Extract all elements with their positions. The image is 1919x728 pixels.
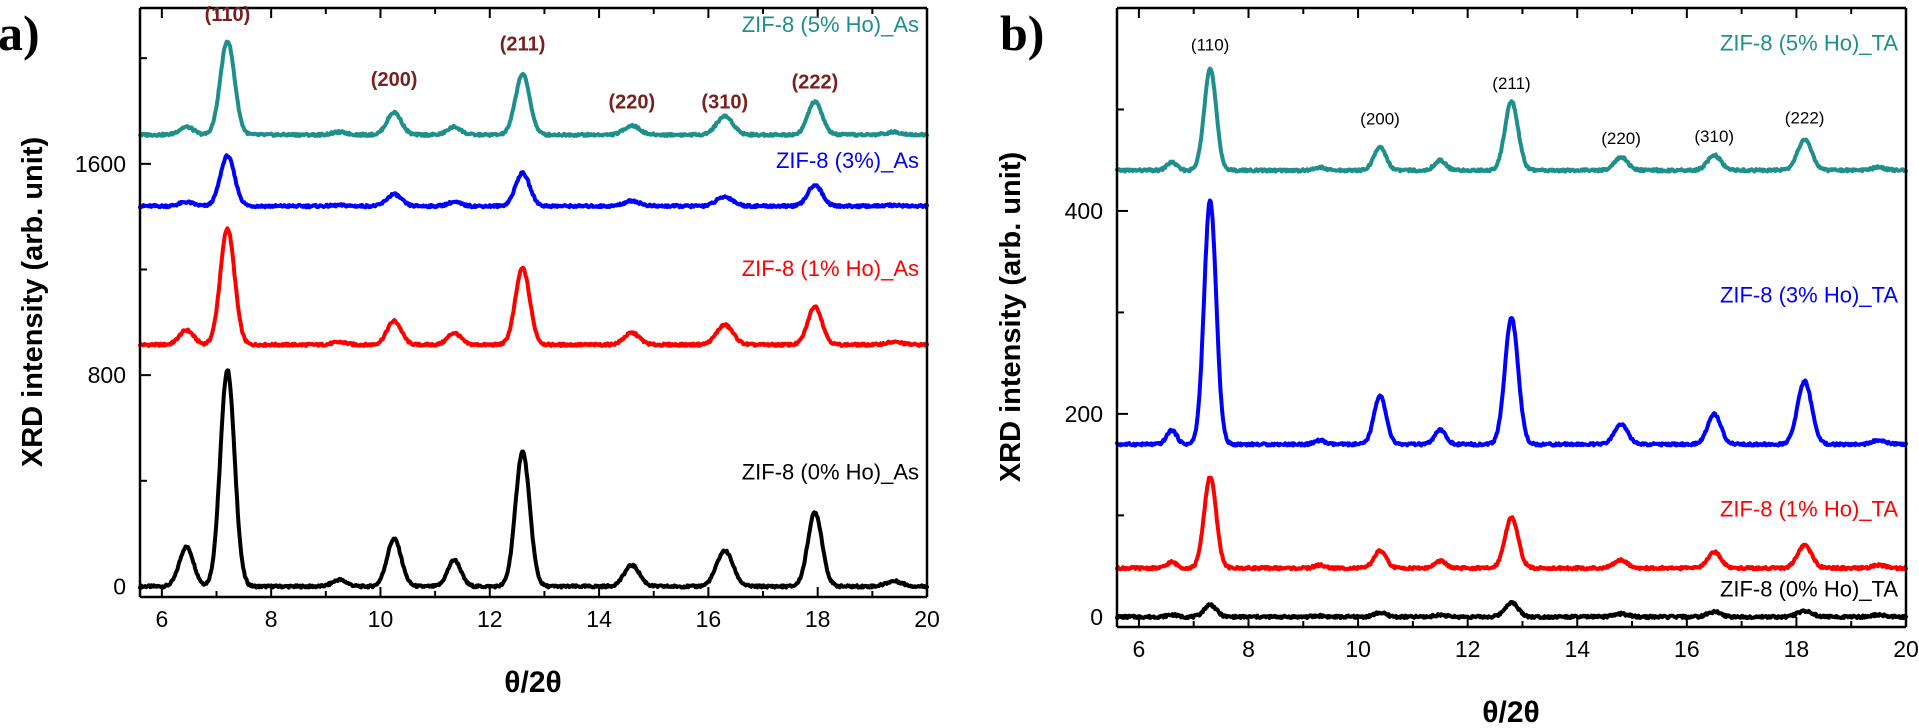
series-trace-4 [1115, 66, 1908, 174]
y-axis-title: XRD intensity (arb. unit) [17, 137, 49, 467]
y-tick-label: 0 [1090, 604, 1103, 630]
y-tick-label: 200 [1065, 401, 1103, 427]
x-tick-label: 16 [1674, 636, 1700, 662]
panel-label: a) [0, 5, 40, 61]
series-label: ZIF-8 (1% Ho)_As [742, 256, 919, 281]
peak-label: (110) [205, 4, 251, 26]
y-tick-label: 0 [113, 573, 126, 599]
series-label: ZIF-8 (5% Ho)_TA [1720, 31, 1898, 56]
peak-label: (220) [1601, 129, 1641, 148]
series-trace-1 [138, 368, 929, 590]
panel-a: 6 8 10 12 14 16 18 20 0 800 1600 θ/2θ XRD intensity … [0, 4, 940, 699]
x-tick-label: 14 [586, 606, 612, 632]
series-trace-2 [1115, 475, 1908, 572]
x-tick-label: 8 [1242, 636, 1255, 662]
x-tick-label: 10 [1345, 636, 1371, 662]
peak-label: (222) [1785, 109, 1825, 128]
series-trace-1 [1115, 600, 1908, 621]
series-trace-2 [138, 226, 929, 348]
peak-label: (222) [792, 72, 839, 94]
x-axis-title: θ/2θ [504, 666, 561, 699]
series-trace-4 [138, 39, 929, 138]
peak-label: (211) [1492, 74, 1530, 93]
y-tick-label: 800 [88, 362, 126, 388]
x-tick-label: 12 [477, 606, 503, 632]
peak-label: (200) [1360, 110, 1400, 129]
x-tick-label: 18 [805, 606, 831, 632]
x-tick-label: 6 [1133, 636, 1146, 662]
series-label: ZIF-8 (3% Ho)_TA [1720, 282, 1898, 307]
y-tick-label: 400 [1065, 198, 1103, 224]
x-tick-label: 8 [265, 606, 278, 632]
x-axis-title: θ/2θ [1482, 696, 1539, 728]
x-tick-label: 20 [1893, 636, 1919, 662]
y-tick-label: 1600 [75, 151, 126, 177]
peak-label: (110) [1191, 36, 1229, 55]
series-label: ZIF-8 (5% Ho)_As [742, 12, 919, 37]
series-trace-3 [1115, 198, 1908, 448]
series-label: ZIF-8 (0% Ho)_As [742, 459, 919, 484]
x-tick-label: 10 [368, 606, 394, 632]
peak-label: (220) [609, 91, 656, 113]
peak-label: (310) [1694, 127, 1734, 146]
x-tick-label: 16 [696, 606, 722, 632]
series-trace-3 [138, 153, 929, 210]
x-tick-label: 14 [1564, 636, 1590, 662]
x-tick-label: 18 [1784, 636, 1810, 662]
x-tick-label: 12 [1455, 636, 1481, 662]
peak-label: (200) [371, 69, 418, 91]
series-label: ZIF-8 (3%)_As [776, 148, 919, 173]
panel-label: b) [1000, 5, 1044, 61]
peak-label: (211) [500, 33, 546, 55]
x-tick-label: 6 [155, 606, 168, 632]
peak-label: (310) [701, 91, 748, 113]
y-axis-title: XRD intensity (arb. unit) [995, 152, 1027, 482]
x-tick-label: 20 [914, 606, 940, 632]
series-label: ZIF-8 (1% Ho)_TA [1720, 496, 1898, 521]
series-label: ZIF-8 (0% Ho)_TA [1720, 577, 1898, 602]
